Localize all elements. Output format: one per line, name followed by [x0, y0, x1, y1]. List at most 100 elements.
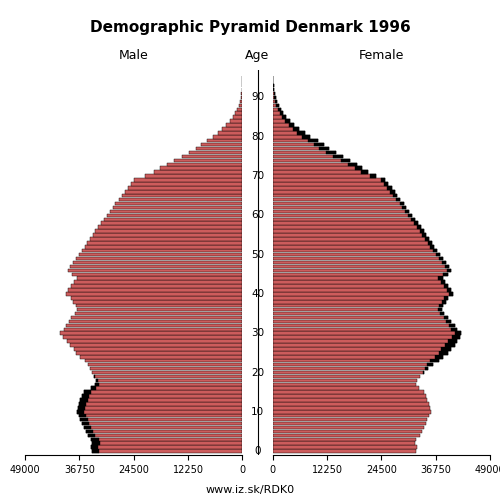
Bar	[272, 426, 424, 430]
Bar	[85, 245, 242, 248]
Bar	[241, 92, 242, 96]
Bar	[272, 257, 443, 260]
Bar	[272, 206, 406, 210]
Bar	[272, 390, 424, 394]
Bar	[400, 202, 404, 205]
Bar	[425, 367, 428, 370]
Bar	[297, 131, 304, 134]
Bar	[76, 351, 242, 354]
Bar	[272, 170, 368, 174]
Bar	[82, 394, 242, 398]
Bar	[272, 218, 415, 221]
Bar	[272, 422, 426, 426]
Bar	[272, 442, 415, 445]
Text: 10: 10	[251, 407, 264, 417]
Bar	[272, 280, 445, 284]
Bar	[226, 123, 242, 127]
Bar	[182, 154, 242, 158]
Text: Female: Female	[358, 50, 404, 62]
Bar	[272, 116, 286, 119]
Bar	[91, 438, 242, 441]
Bar	[422, 370, 424, 374]
Bar	[202, 143, 242, 146]
Bar	[92, 370, 242, 374]
Bar	[76, 304, 242, 308]
Bar	[387, 186, 392, 190]
Bar	[238, 104, 242, 107]
Bar	[276, 100, 277, 103]
Bar	[96, 378, 242, 382]
Bar	[292, 127, 300, 130]
Bar	[86, 359, 242, 362]
Bar	[428, 241, 432, 244]
Text: Male: Male	[119, 50, 148, 62]
Bar	[272, 190, 394, 194]
Bar	[278, 108, 281, 111]
Bar	[302, 135, 310, 138]
Bar	[446, 288, 450, 292]
Bar	[272, 112, 283, 115]
Bar	[79, 402, 86, 406]
Bar	[272, 162, 357, 166]
Bar	[282, 116, 286, 119]
Bar	[285, 120, 290, 123]
Bar	[444, 316, 448, 320]
Bar	[272, 414, 429, 418]
Bar	[272, 198, 400, 202]
Text: 50: 50	[251, 250, 264, 260]
Bar	[214, 135, 242, 138]
Bar	[272, 186, 392, 190]
Bar	[272, 80, 273, 84]
Bar	[441, 347, 451, 350]
Bar	[342, 158, 350, 162]
Bar	[272, 402, 429, 406]
Bar	[118, 198, 242, 202]
Bar	[272, 292, 453, 296]
Bar	[272, 182, 388, 186]
Bar	[444, 296, 448, 300]
Text: 80: 80	[251, 132, 264, 142]
Bar	[272, 328, 457, 331]
Bar	[417, 226, 421, 229]
Bar	[272, 84, 274, 87]
Bar	[370, 174, 376, 178]
Bar	[272, 312, 444, 316]
Bar	[272, 304, 444, 308]
Bar	[79, 253, 242, 256]
Bar	[448, 340, 457, 343]
Bar	[272, 249, 437, 252]
Bar	[160, 166, 242, 170]
Bar	[405, 210, 409, 213]
Bar	[408, 214, 412, 217]
Bar	[98, 226, 242, 229]
Bar	[396, 198, 400, 202]
Bar	[272, 233, 426, 237]
Bar	[272, 355, 444, 358]
Bar	[80, 418, 87, 422]
Bar	[439, 257, 443, 260]
Bar	[95, 230, 242, 233]
Bar	[272, 214, 412, 217]
Text: 70: 70	[251, 171, 264, 181]
Bar	[144, 174, 242, 178]
Bar	[80, 418, 242, 422]
Bar	[84, 390, 242, 394]
Text: Age: Age	[246, 50, 270, 62]
Bar	[90, 367, 242, 370]
Bar	[272, 96, 276, 100]
Bar	[272, 367, 428, 370]
Bar	[451, 328, 457, 331]
Bar	[230, 120, 242, 123]
Bar	[272, 104, 279, 107]
Bar	[435, 355, 444, 358]
Bar	[272, 194, 398, 198]
Bar	[66, 292, 242, 296]
Bar	[414, 222, 418, 225]
Bar	[272, 446, 417, 449]
Bar	[280, 112, 283, 115]
Bar	[272, 296, 448, 300]
Bar	[272, 398, 428, 402]
Bar	[237, 108, 242, 111]
Bar	[425, 237, 429, 240]
Bar	[272, 363, 433, 366]
